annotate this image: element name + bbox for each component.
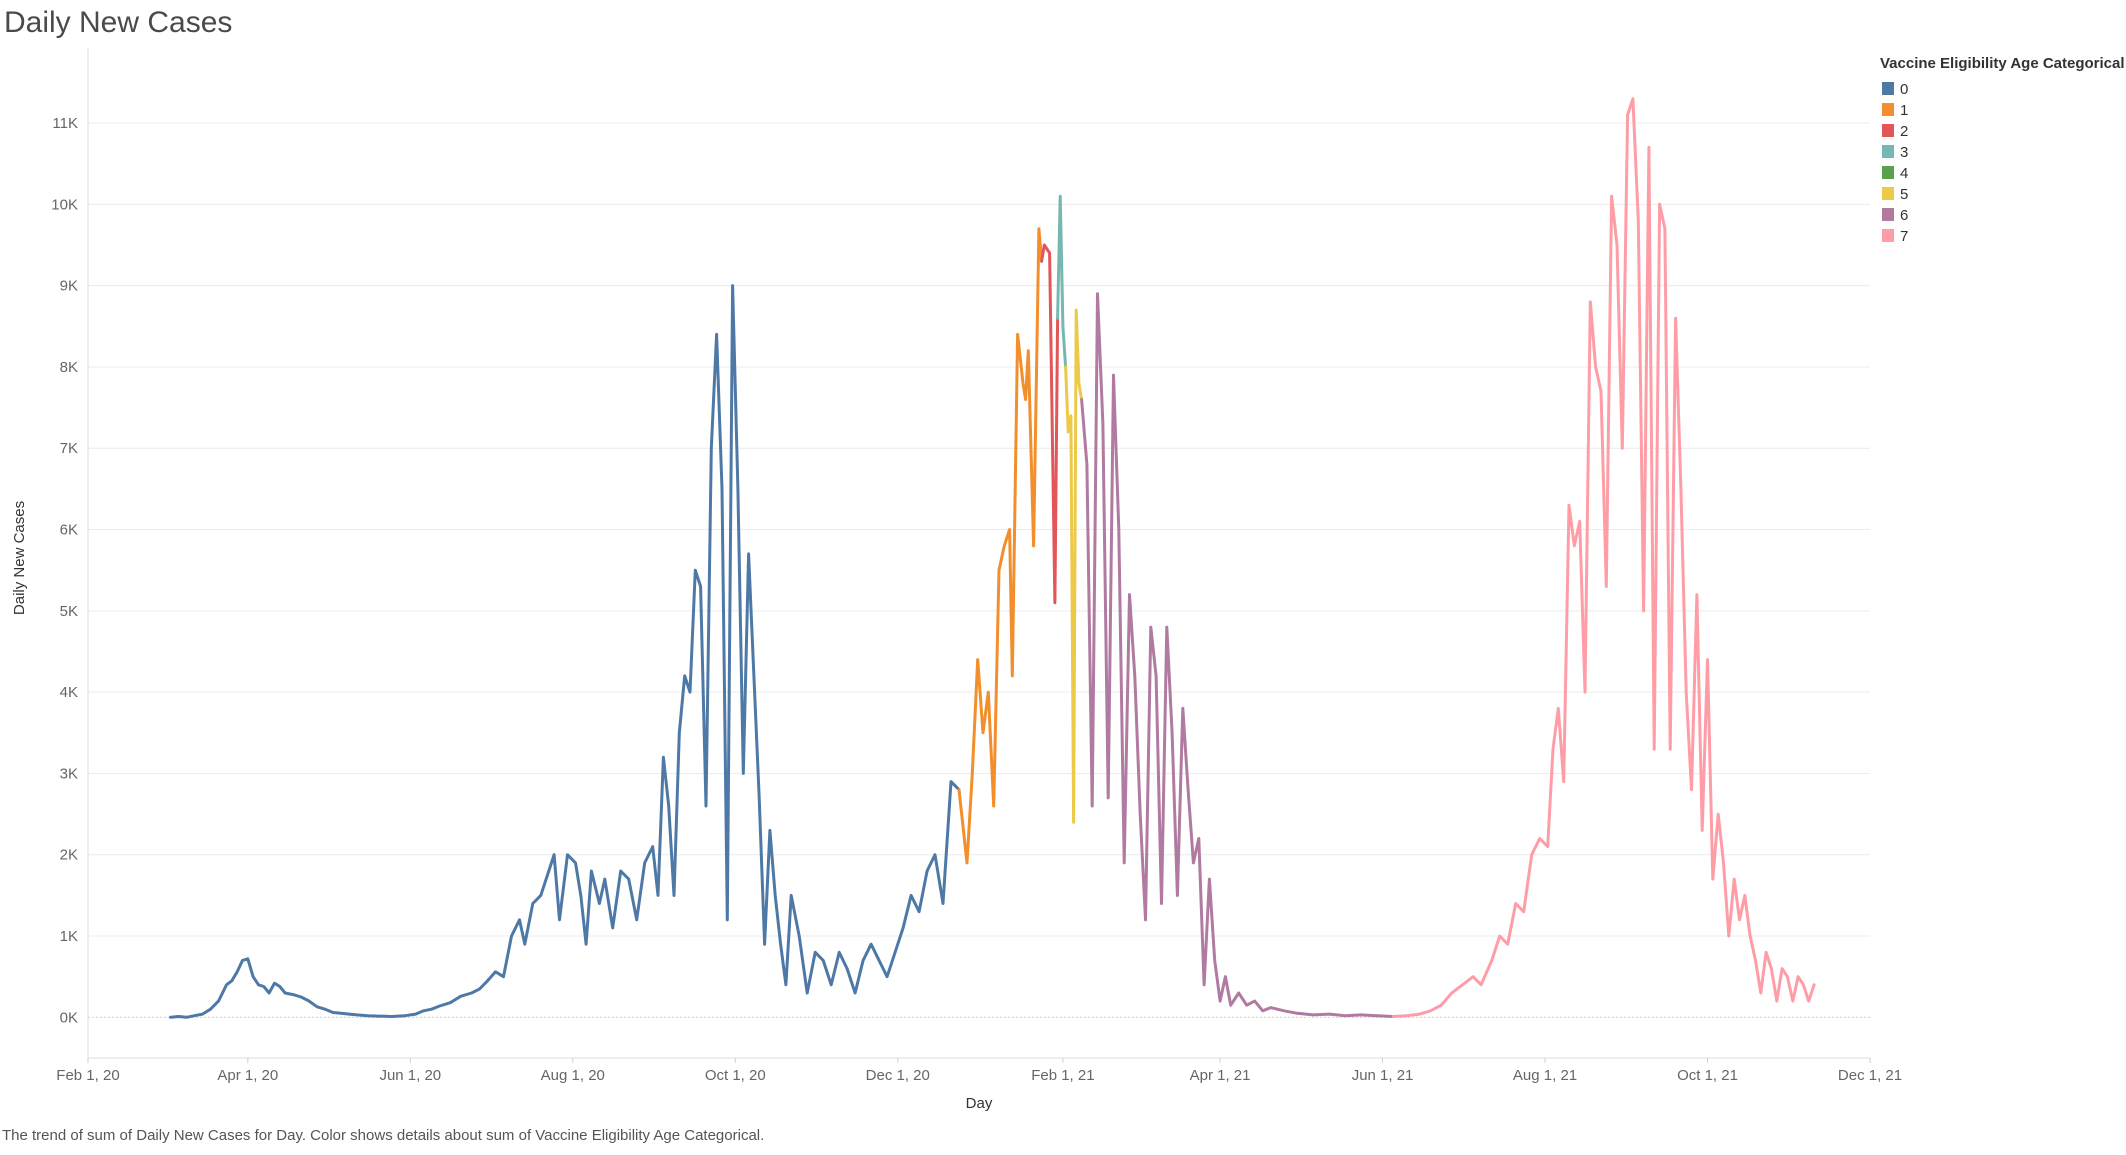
series-lines [169, 97, 1816, 1019]
legend-swatch-3 [1882, 145, 1894, 158]
y-tick-label: 2K [60, 847, 78, 864]
x-tick-label: Aug 1, 21 [1513, 1067, 1577, 1084]
y-tick-label: 7K [60, 440, 78, 457]
legend-title: Vaccine Eligibility Age Categorical [1880, 55, 2125, 72]
y-axis-title: Daily New Cases [11, 501, 28, 615]
y-tick-label: 0K [60, 1009, 78, 1026]
legend-label-5: 5 [1900, 186, 1908, 203]
series-line-5 [1064, 308, 1084, 824]
y-tick-label: 9K [60, 278, 78, 295]
legend-swatch-2 [1882, 124, 1894, 137]
legend: Vaccine Eligibility Age Categorical 0 1 2 3 4… [1880, 55, 2125, 245]
legend-label-7: 7 [1900, 228, 1908, 245]
legend-swatch-4 [1882, 166, 1894, 179]
x-tick-label: Feb 1, 20 [56, 1067, 119, 1084]
legend-swatch-6 [1882, 208, 1894, 221]
series-line-6 [1080, 292, 1395, 1018]
y-tick-label: 1K [60, 928, 78, 945]
x-tick-label: Oct 1, 20 [705, 1067, 766, 1084]
page-title: Daily New Cases [4, 6, 233, 39]
x-tick-label: Jun 1, 20 [379, 1067, 441, 1084]
gridlines [88, 122, 1870, 1018]
x-tick-label: Dec 1, 21 [1838, 1067, 1902, 1084]
series-line-0 [169, 284, 961, 1019]
series-line-7 [1391, 97, 1816, 1018]
legend-label-0: 0 [1900, 81, 1908, 98]
y-tick-label: 8K [60, 359, 78, 376]
series-line-2 [1040, 243, 1060, 605]
y-tick-label: 5K [60, 603, 78, 620]
x-tick-label: Apr 1, 20 [217, 1067, 278, 1084]
y-tick-label: 10K [51, 196, 78, 213]
series-line-1 [957, 227, 1044, 865]
y-tick-label: 4K [60, 684, 78, 701]
x-tick-label: Feb 1, 21 [1031, 1067, 1094, 1084]
axes: 0K 1K 2K 3K 4K 5K 6K 7K 8K 9K 10K 11K Feb 1, 20 Apr 1… [51, 48, 1902, 1084]
legend-label-3: 3 [1900, 144, 1908, 161]
x-tick-label: Jun 1, 21 [1352, 1067, 1414, 1084]
legend-label-6: 6 [1900, 207, 1908, 224]
chart-caption: The trend of sum of Daily New Cases for … [2, 1127, 764, 1144]
x-tick-label: Aug 1, 20 [541, 1067, 605, 1084]
x-tick-label: Apr 1, 21 [1190, 1067, 1251, 1084]
legend-label-2: 2 [1900, 123, 1908, 140]
legend-swatch-1 [1882, 103, 1894, 116]
y-tick-label: 6K [60, 522, 78, 539]
legend-swatch-5 [1882, 187, 1894, 200]
legend-swatch-0 [1882, 82, 1894, 95]
legend-label-4: 4 [1900, 165, 1908, 182]
y-tick-label: 3K [60, 765, 78, 782]
x-tick-label: Dec 1, 20 [866, 1067, 930, 1084]
series-line-3 [1056, 194, 1068, 369]
legend-label-1: 1 [1900, 102, 1908, 119]
x-tick-label: Oct 1, 21 [1677, 1067, 1738, 1084]
x-axis-title: Day [966, 1095, 993, 1112]
legend-swatch-7 [1882, 229, 1894, 242]
y-tick-label: 11K [52, 115, 78, 132]
